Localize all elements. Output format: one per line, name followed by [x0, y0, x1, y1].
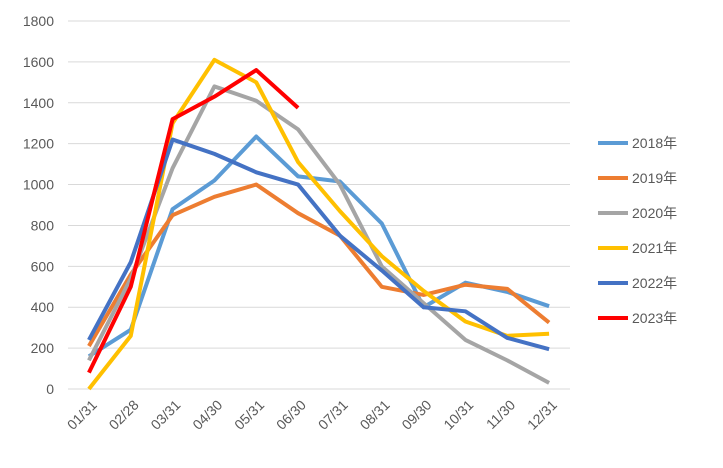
series-line	[87, 84, 551, 385]
series-line	[87, 68, 300, 374]
y-tick-label: 400	[31, 299, 55, 315]
x-tick-label: 10/31	[440, 396, 476, 432]
y-tick-label: 1400	[23, 95, 54, 111]
legend-label: 2022年	[632, 275, 677, 291]
x-tick-label: 12/31	[524, 396, 560, 432]
legend-label: 2023年	[632, 310, 677, 326]
x-tick-label: 01/31	[64, 396, 100, 432]
y-tick-label: 1600	[23, 54, 54, 70]
x-tick-label: 11/30	[483, 396, 519, 432]
y-tick-label: 800	[31, 217, 55, 233]
y-tick-label: 1800	[23, 13, 54, 29]
legend-label: 2019年	[632, 170, 677, 186]
x-tick-label: 07/31	[315, 396, 351, 432]
y-tick-label: 1000	[23, 177, 54, 193]
series-line	[87, 137, 550, 352]
legend-label: 2021年	[632, 240, 677, 256]
legend-label: 2018年	[632, 135, 677, 151]
x-tick-label: 03/31	[147, 396, 183, 432]
x-tick-label: 04/30	[189, 396, 225, 432]
x-tick-label: 09/30	[398, 396, 434, 432]
y-tick-label: 600	[31, 258, 55, 274]
series-line	[87, 134, 550, 358]
x-tick-label: 06/30	[273, 396, 309, 432]
x-tick-label: 02/28	[106, 396, 142, 432]
y-tick-label: 200	[31, 340, 55, 356]
series-line	[87, 182, 551, 348]
legend-label: 2020年	[632, 205, 677, 221]
x-tick-label: 08/31	[357, 396, 393, 432]
y-tick-label: 1200	[23, 136, 54, 152]
y-tick-label: 0	[46, 381, 54, 397]
x-tick-label: 05/31	[231, 396, 267, 432]
